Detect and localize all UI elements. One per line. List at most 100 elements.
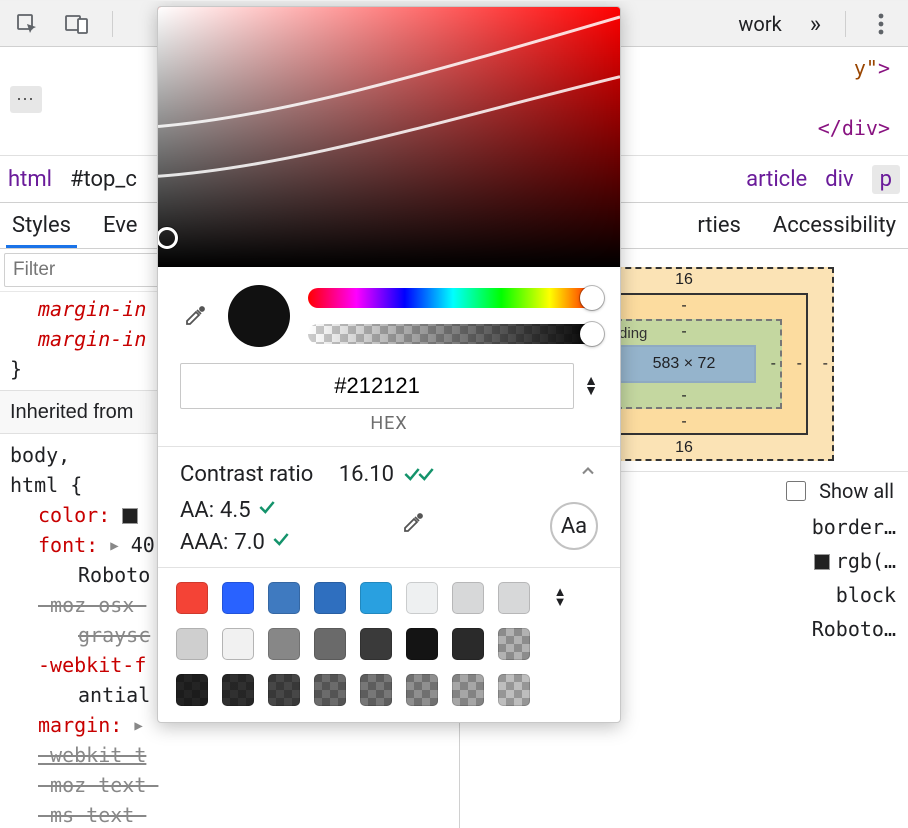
- palette-swatch[interactable]: [176, 628, 208, 660]
- kebab-menu-icon[interactable]: [862, 8, 900, 40]
- color-picker-popover: ▲▼ HEX Contrast ratio 16.10 AA: [157, 6, 621, 723]
- toolbar-divider: [112, 11, 113, 37]
- tab-styles[interactable]: Styles: [6, 205, 77, 248]
- attr-fragment: y": [854, 56, 878, 80]
- palette-swatch[interactable]: [268, 674, 300, 706]
- palette-swatch[interactable]: [360, 628, 392, 660]
- palette-swatch[interactable]: [498, 628, 530, 660]
- computed-value: block: [836, 578, 896, 612]
- palette-swatch[interactable]: [360, 582, 392, 614]
- collapse-contrast-icon[interactable]: [578, 461, 598, 487]
- tab-events[interactable]: Eve: [97, 205, 143, 248]
- contrast-heading: Contrast ratio: [180, 462, 313, 487]
- check-icon: [257, 497, 277, 523]
- contrast-section: Contrast ratio 16.10 AA: 4.5: [158, 446, 620, 567]
- palette-swatch[interactable]: [268, 628, 300, 660]
- collapsed-node-ellipsis[interactable]: ⋯: [10, 86, 42, 113]
- palette-swatch[interactable]: [176, 674, 208, 706]
- palette-swatch[interactable]: [268, 582, 300, 614]
- computed-value: Roboto…: [812, 612, 896, 646]
- breadcrumb-item-html[interactable]: html: [8, 167, 52, 192]
- hue-thumb[interactable]: [580, 286, 604, 310]
- alpha-thumb[interactable]: [580, 322, 604, 346]
- breadcrumb-item-div[interactable]: div: [825, 167, 853, 192]
- css-value: antial: [78, 683, 150, 707]
- palette-swatch[interactable]: [406, 628, 438, 660]
- css-prop-struck: -moz-osx-: [38, 593, 146, 617]
- palette-swatch[interactable]: [222, 628, 254, 660]
- expand-triangle-icon[interactable]: ▶: [110, 536, 118, 557]
- color-format-label: HEX: [158, 413, 620, 446]
- palette-swatch[interactable]: [176, 582, 208, 614]
- computed-value: border…: [812, 510, 896, 544]
- css-prop: margin-in: [38, 327, 146, 351]
- css-prop-struck: -moz-text-: [38, 773, 158, 797]
- css-prop-struck: -webkit-t: [38, 743, 146, 767]
- closing-tag: div: [842, 116, 878, 140]
- css-selector: html {: [10, 473, 82, 497]
- color-value-input[interactable]: [180, 363, 574, 409]
- palette-swatch[interactable]: [360, 674, 392, 706]
- palette-swatch[interactable]: [498, 674, 530, 706]
- css-prop-struck: -ms-text-: [38, 803, 146, 827]
- device-toolbar-icon[interactable]: [58, 8, 96, 40]
- expand-triangle-icon[interactable]: ▶: [134, 716, 142, 737]
- palette-swatch[interactable]: [222, 674, 254, 706]
- color-swatch[interactable]: [122, 508, 138, 524]
- color-swatch-icon: [814, 554, 830, 570]
- bm-margin-right: -: [823, 355, 828, 373]
- sv-cursor[interactable]: [157, 227, 178, 249]
- palette-swatch[interactable]: [222, 582, 254, 614]
- hue-slider[interactable]: [308, 288, 598, 308]
- computed-value: rgb(…: [814, 544, 896, 578]
- palette-grid: ▲▼: [176, 582, 602, 706]
- css-prop: margin-in: [38, 297, 146, 321]
- format-stepper[interactable]: ▲▼: [584, 376, 598, 396]
- palette-swatch[interactable]: [314, 628, 346, 660]
- toolbar-tab-partial[interactable]: work: [730, 12, 789, 36]
- palette-swatch[interactable]: [498, 582, 530, 614]
- palette-swatch[interactable]: [314, 582, 346, 614]
- css-prop: -webkit-f: [38, 653, 146, 677]
- double-check-icon: [408, 464, 436, 484]
- css-value: Roboto: [78, 563, 150, 587]
- palette-swatch[interactable]: [452, 674, 484, 706]
- aa-threshold: 4.5: [220, 498, 251, 523]
- palette-swatch[interactable]: [406, 674, 438, 706]
- palette-swatch[interactable]: [406, 582, 438, 614]
- inspect-element-icon[interactable]: [8, 8, 46, 40]
- css-prop-color: color:: [38, 503, 110, 527]
- breadcrumb-item-current[interactable]: p: [872, 165, 900, 194]
- palette-swatch[interactable]: [314, 674, 346, 706]
- current-color-swatch: [228, 285, 290, 347]
- bm-border-right: -: [797, 355, 802, 373]
- css-prop-margin: margin:: [38, 713, 122, 737]
- color-sv-plane[interactable]: [158, 7, 620, 267]
- palette-stepper[interactable]: ▲▼: [544, 588, 576, 608]
- tab-accessibility[interactable]: Accessibility: [767, 205, 902, 248]
- palette-swatch[interactable]: [452, 582, 484, 614]
- breadcrumb-item-id[interactable]: #top_c: [70, 167, 137, 192]
- bm-padding-right: -: [771, 355, 776, 373]
- tab-properties[interactable]: rties: [691, 205, 747, 248]
- check-icon: [271, 529, 291, 555]
- bm-content-size: 583 × 72: [612, 345, 756, 383]
- palette-section: ▲▼: [158, 567, 620, 722]
- contrast-curve-overlay: [158, 7, 620, 266]
- css-selector: body,: [10, 443, 70, 467]
- css-value-struck: graysc: [78, 623, 150, 647]
- aa-label: AA:: [180, 498, 214, 523]
- devtools-viewport: work » y"> ⋯ </div> html #top_c article …: [0, 0, 908, 828]
- showall-checkbox[interactable]: [786, 481, 806, 501]
- palette-swatch[interactable]: [452, 628, 484, 660]
- toolbar-overflow-chevrons[interactable]: »: [802, 10, 829, 38]
- contrast-ratio-value: 16.10: [339, 462, 394, 487]
- eyedropper-icon[interactable]: [180, 301, 210, 331]
- breadcrumb-item-article[interactable]: article: [746, 167, 807, 192]
- showall-label: Show all: [819, 479, 894, 503]
- css-value: 40: [131, 533, 155, 557]
- aaa-label: AAA:: [180, 530, 228, 555]
- background-eyedropper-icon[interactable]: [401, 511, 425, 541]
- alpha-slider[interactable]: [308, 324, 598, 344]
- toolbar-divider: [845, 11, 846, 37]
